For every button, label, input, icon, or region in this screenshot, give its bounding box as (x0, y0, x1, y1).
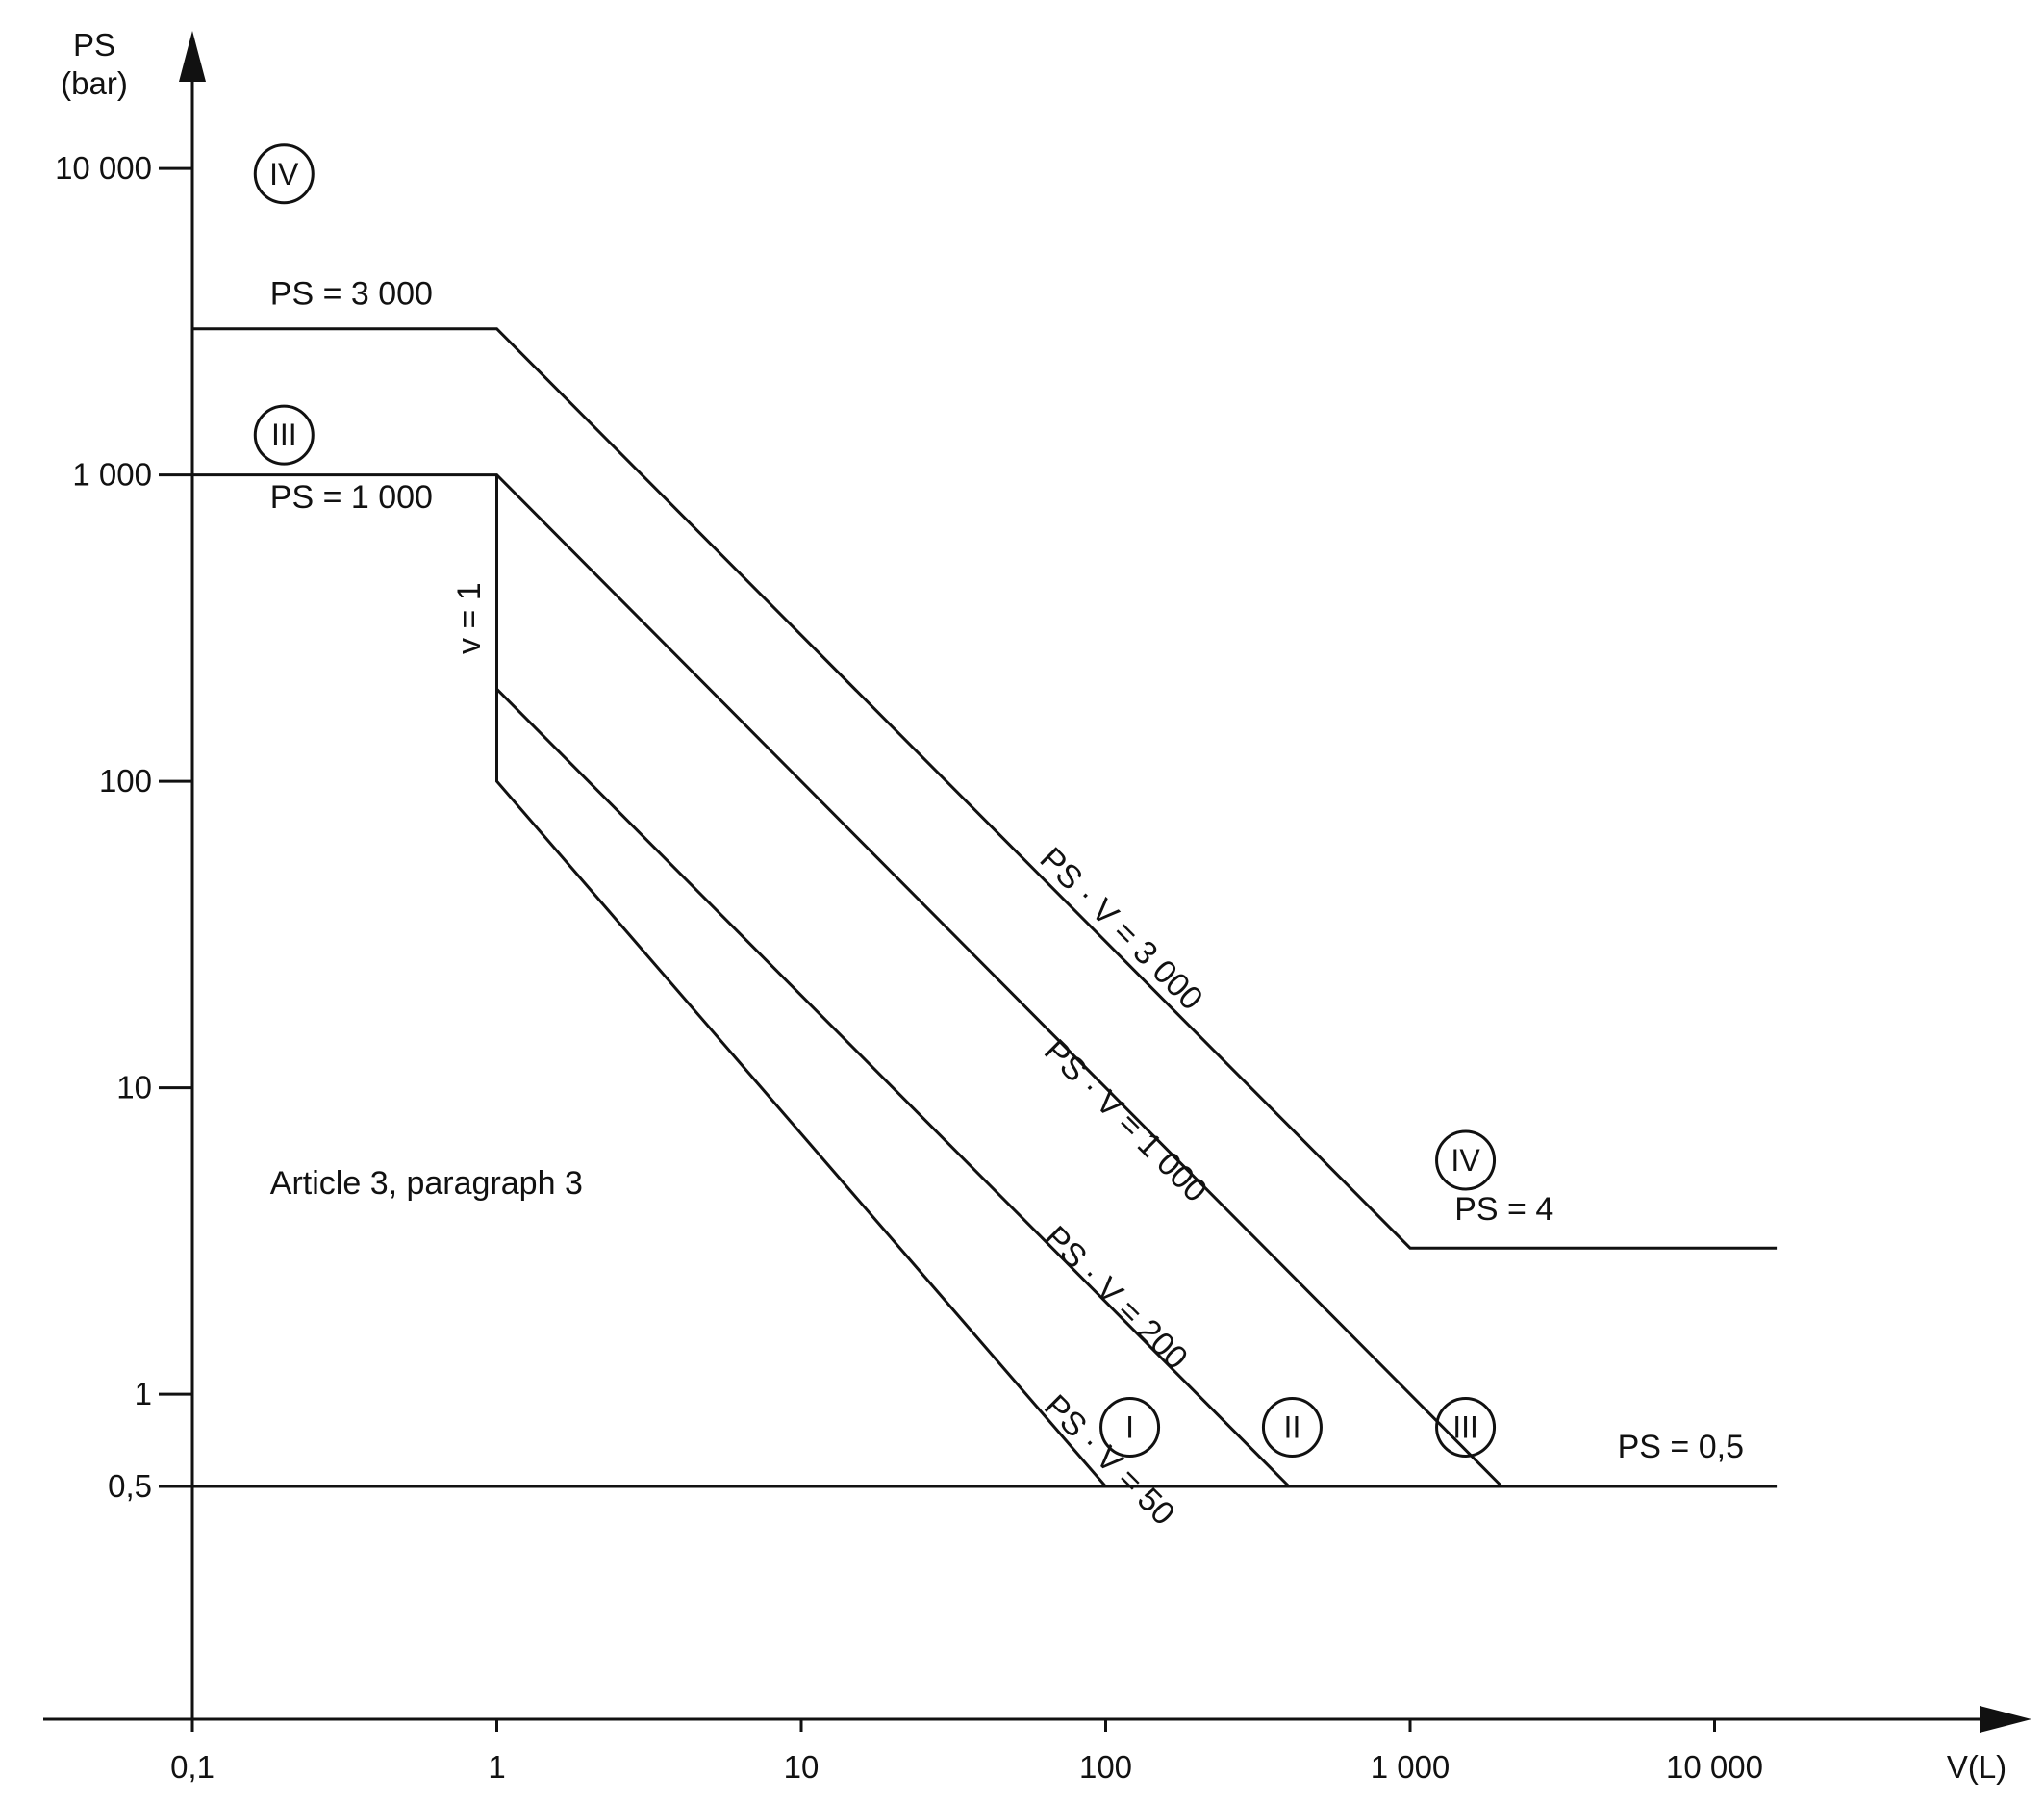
x-tick-label-5: 10 000 (1666, 1749, 1763, 1785)
y-axis-title-line-0: PS (73, 27, 115, 63)
category-marker-5: III (1435, 1396, 1497, 1458)
x-tick-label-1: 1 (488, 1749, 505, 1785)
category-label-0: IV (269, 157, 299, 191)
category-circle-5 (1435, 1396, 1497, 1458)
category-marker-0: IV (253, 143, 315, 205)
y-tick-label-2: 10 (116, 1070, 152, 1105)
annotation-0: PS = 3 000 (270, 275, 433, 312)
x-tick-label-3: 100 (1079, 1749, 1132, 1785)
x-axis-arrow (1980, 1706, 2031, 1733)
y-tick-label-5: 10 000 (55, 150, 152, 186)
annotation-9: Article 3, paragraph 3 (270, 1165, 583, 1202)
series-line-1 (192, 473, 1503, 1488)
annotation-7: PS = 4 (1454, 1191, 1553, 1228)
x-tick-label-0: 0,1 (170, 1749, 214, 1785)
y-tick-label-4: 1 000 (72, 457, 152, 493)
category-circle-4 (1261, 1396, 1323, 1458)
category-marker-2: IV (1435, 1129, 1497, 1191)
y-tick-label-1: 1 (135, 1376, 152, 1411)
category-circle-0 (253, 143, 315, 205)
category-marker-1: III (253, 404, 315, 466)
category-circle-1 (253, 404, 315, 466)
x-tick-label-4: 1 000 (1371, 1749, 1451, 1785)
series-line-2 (495, 474, 1107, 1487)
category-label-5: III (1452, 1409, 1478, 1444)
annotation-6: PS · V = 50 (1037, 1387, 1181, 1532)
category-label-3: I (1125, 1409, 1134, 1444)
annotation-8: PS = 0,5 (1618, 1429, 1744, 1465)
ticks: 0,1 1 10 100 1 000 10 000 0,5 1 10 100 1 000 10 000 (55, 150, 1763, 1785)
axes (43, 31, 2031, 1733)
x-axis-title: V(L) (1947, 1749, 2006, 1785)
annotation-4: PS · V = 1 000 (1037, 1032, 1214, 1209)
y-axis-title-line-1: (bar) (61, 65, 128, 101)
annotation-3: PS · V = 3 000 (1033, 841, 1210, 1018)
series-line-3 (495, 688, 1291, 1488)
category-marker-4: II (1261, 1396, 1323, 1458)
y-tick-label-3: 100 (99, 763, 152, 799)
category-marker-3: I (1099, 1396, 1161, 1458)
x-tick-label-2: 10 (784, 1749, 820, 1785)
category-label-1: III (271, 418, 297, 452)
series-group (192, 327, 1778, 1488)
series-line-0 (192, 327, 1778, 1250)
annotation-2: v = 1 (451, 582, 488, 654)
category-circle-2 (1435, 1129, 1497, 1191)
category-circle-3 (1099, 1396, 1161, 1458)
y-tick-label-0: 0,5 (108, 1468, 152, 1504)
annotation-1: PS = 1 000 (270, 479, 433, 516)
y-axis-arrow (179, 31, 206, 82)
annotation-5: PS · V = 200 (1037, 1219, 1195, 1377)
axis-titles: PS(bar) V(L) (61, 27, 2006, 1785)
category-label-2: IV (1451, 1143, 1480, 1178)
category-label-4: II (1284, 1409, 1301, 1444)
